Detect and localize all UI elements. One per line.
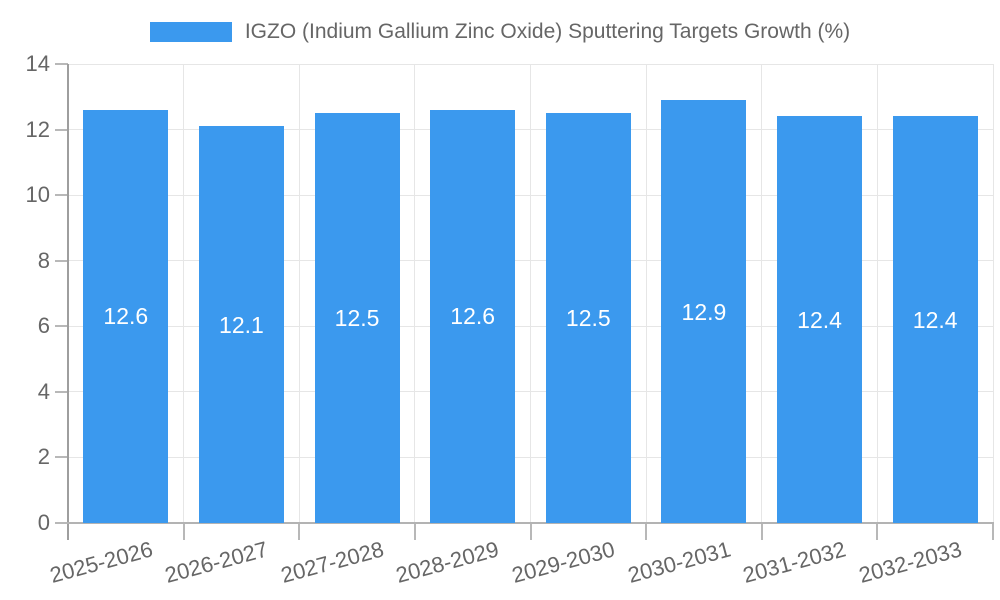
y-tick	[55, 63, 68, 65]
x-tick-label: 2030-2031	[624, 536, 734, 588]
y-tick-label: 6	[37, 313, 50, 339]
y-tick-label: 0	[37, 510, 50, 535]
y-tick	[55, 259, 68, 262]
x-tick-label: 2032-2033	[856, 536, 965, 588]
x-gridline	[645, 64, 647, 523]
x-tick	[298, 523, 301, 540]
x-gridline	[761, 64, 763, 523]
bar-value-label: 12.9	[681, 298, 727, 325]
x-tick	[760, 523, 763, 540]
x-tick	[992, 523, 994, 540]
x-gridline	[530, 64, 531, 523]
y-tick	[55, 128, 68, 131]
bar[interactable]	[430, 109, 516, 523]
legend-label: IGZO (Indium Gallium Zinc Oxide) Sputter…	[244, 20, 851, 43]
x-gridline	[876, 64, 878, 523]
y-tick	[55, 456, 68, 459]
x-tick-label: 2025-2026	[46, 536, 155, 588]
y-axis-line	[67, 64, 69, 540]
y-tick-label: 10	[25, 182, 50, 208]
y-tick-label: 4	[37, 378, 50, 404]
x-gridline	[414, 64, 416, 523]
y-tick-label: 14	[25, 51, 50, 76]
legend[interactable]: IGZO (Indium Gallium Zinc Oxide) Sputter…	[0, 20, 1000, 44]
y-tick	[55, 325, 68, 328]
y-tick-label: 2	[37, 444, 50, 470]
y-tick	[55, 522, 68, 524]
y-tick	[55, 390, 68, 393]
bar[interactable]	[314, 113, 400, 523]
x-tick	[645, 523, 648, 540]
bar[interactable]	[892, 116, 978, 523]
bar[interactable]	[83, 109, 169, 523]
legend-swatch	[149, 22, 232, 42]
bar-value-label: 12.1	[219, 311, 264, 338]
x-gridline	[183, 64, 185, 523]
y-tick-label: 12	[25, 116, 50, 142]
bar[interactable]	[661, 100, 747, 523]
x-tick	[876, 523, 879, 540]
bar-value-label: 12.5	[565, 305, 611, 332]
y-tick-label: 8	[37, 247, 50, 273]
x-gridline	[992, 64, 994, 523]
y-tick	[55, 194, 68, 197]
x-tick-label: 2028-2029	[393, 536, 502, 588]
bar[interactable]	[777, 116, 863, 523]
x-axis-line	[67, 522, 994, 524]
x-gridline	[298, 64, 300, 523]
bar-value-label: 12.4	[797, 306, 842, 333]
x-tick-label: 2029-2030	[509, 536, 618, 588]
bar-value-label: 12.6	[103, 303, 149, 330]
bar[interactable]	[198, 126, 284, 523]
x-tick	[413, 523, 416, 540]
x-tick-label: 2027-2028	[278, 536, 387, 588]
bar[interactable]	[545, 113, 631, 523]
x-tick-label: 2026-2027	[162, 536, 271, 588]
x-tick	[529, 523, 532, 540]
bar-value-label: 12.5	[334, 305, 380, 332]
x-tick	[182, 523, 185, 540]
x-tick-label: 2031-2032	[740, 536, 849, 588]
bar-value-label: 12.4	[912, 306, 958, 333]
bar-value-label: 12.6	[450, 303, 496, 330]
